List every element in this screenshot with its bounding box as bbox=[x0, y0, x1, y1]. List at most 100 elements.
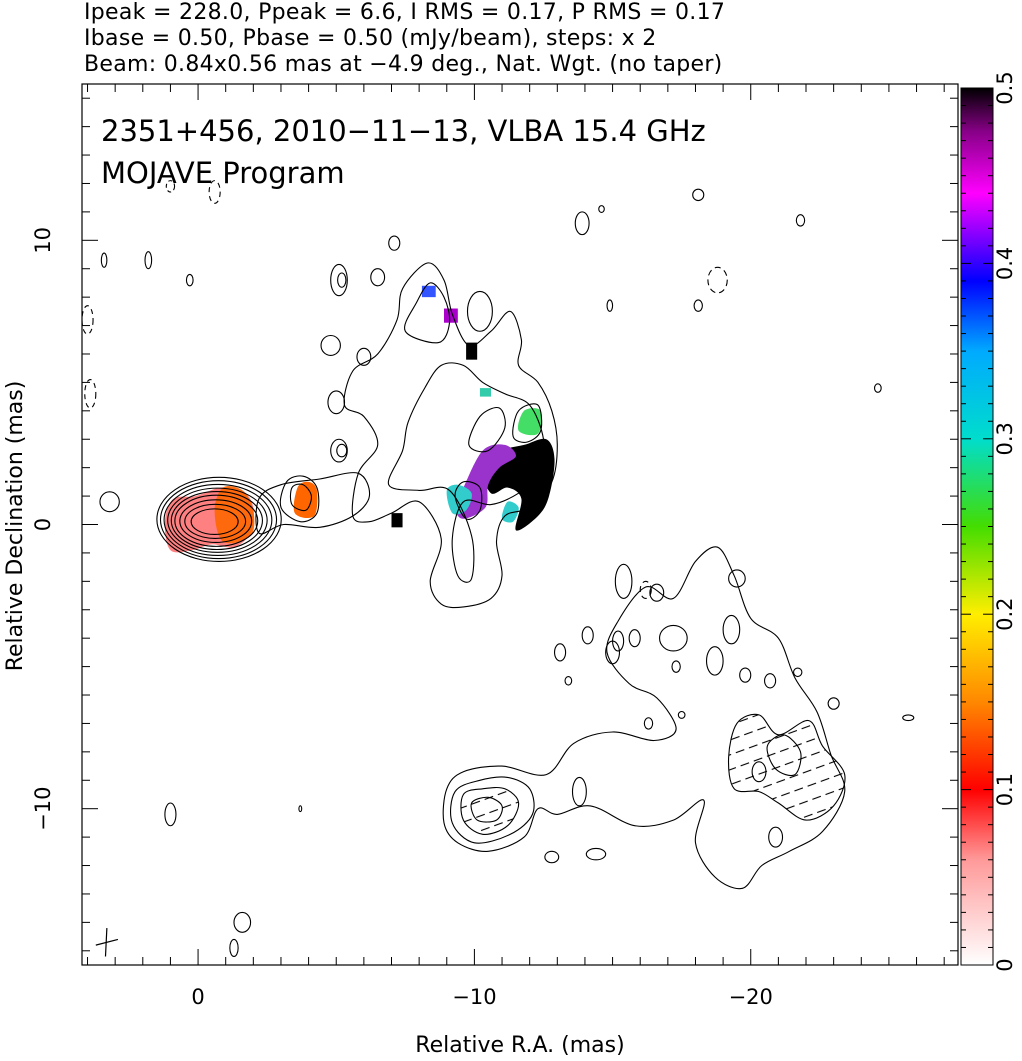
x-tick-label: −10 bbox=[452, 985, 496, 1009]
colorbar-label: 0.1 bbox=[993, 773, 1017, 806]
contour-blob bbox=[233, 911, 252, 933]
colorbar-label: 0.5 bbox=[993, 71, 1017, 104]
contour-blob bbox=[144, 251, 153, 270]
map-layer bbox=[82, 180, 915, 958]
header-line-1: Ipeak = 228.0, Ppeak = 6.6, I RMS = 0.17… bbox=[84, 0, 726, 25]
y-tick-label: 10 bbox=[31, 227, 55, 254]
contour-bridge bbox=[255, 472, 371, 535]
contour-blob bbox=[612, 630, 625, 652]
contour-blob bbox=[705, 646, 724, 676]
contour-blob bbox=[585, 847, 607, 861]
contour-knot-inner bbox=[289, 483, 312, 512]
contour-blob bbox=[82, 305, 94, 335]
contour-blob bbox=[693, 299, 703, 312]
contour-blob bbox=[722, 614, 741, 645]
contour-blob bbox=[330, 263, 348, 297]
annotation-program: MOJAVE Program bbox=[101, 156, 345, 190]
beam-marker bbox=[95, 938, 119, 946]
pol-patch bbox=[421, 285, 436, 298]
contour-blob bbox=[466, 290, 493, 332]
contour-core bbox=[156, 476, 282, 562]
contour-blob bbox=[751, 761, 767, 783]
contour-blob bbox=[692, 188, 705, 202]
y-tick-label: −10 bbox=[31, 787, 55, 831]
contour-blob bbox=[564, 675, 573, 686]
contour-jet-inner bbox=[403, 282, 451, 344]
contour-blob bbox=[553, 643, 567, 662]
contour-lower-inner bbox=[766, 734, 802, 777]
header-line-3: Beam: 0.84x0.56 mas at −4.9 deg., Nat. W… bbox=[84, 52, 723, 77]
contour-blob bbox=[84, 379, 97, 409]
contour-core bbox=[170, 490, 264, 551]
contour-blob bbox=[320, 334, 341, 356]
contour-blob bbox=[336, 443, 348, 458]
contour-core bbox=[159, 480, 278, 560]
contour-blob bbox=[229, 938, 239, 958]
header: Ipeak = 228.0, Ppeak = 6.6, I RMS = 0.17… bbox=[84, 0, 1014, 78]
pol-patch bbox=[479, 388, 491, 397]
contour-jet-inner bbox=[468, 407, 506, 453]
contour-blob bbox=[671, 660, 681, 673]
y-tick-label: 0 bbox=[31, 518, 55, 531]
contour-blob bbox=[356, 347, 372, 366]
axis-ticks bbox=[82, 84, 958, 965]
contour-blob bbox=[643, 717, 654, 730]
contour-blob bbox=[571, 776, 587, 807]
contour-lower-hatched bbox=[727, 713, 846, 821]
contour-blob bbox=[581, 626, 594, 645]
contour-jet-inner bbox=[454, 480, 483, 520]
y-axis-label: Relative Declination (mas) bbox=[3, 381, 28, 672]
pol-blob-cyan bbox=[501, 501, 519, 523]
axis-tick-labels: 0 −10 −20 10 0 −10 bbox=[31, 227, 773, 1009]
contour-blob bbox=[873, 383, 882, 393]
contour-blob bbox=[739, 667, 752, 683]
colorbar-label: 0.2 bbox=[993, 597, 1017, 630]
contour-blob bbox=[388, 235, 401, 251]
contour-core bbox=[163, 483, 273, 557]
contour-blob bbox=[100, 252, 108, 268]
contour-blob bbox=[606, 299, 614, 312]
pol-blob-low bbox=[446, 484, 472, 515]
pol-knot-a bbox=[293, 481, 318, 519]
beam-marker bbox=[104, 928, 108, 957]
pol-patch bbox=[466, 342, 478, 360]
contour-blob bbox=[649, 583, 665, 602]
contour-blob bbox=[764, 673, 777, 689]
pol-patch bbox=[391, 513, 403, 528]
contour-blob bbox=[639, 580, 652, 599]
contour-core bbox=[179, 499, 253, 543]
colorbar-label: 0 bbox=[993, 958, 1017, 971]
contour-blob bbox=[659, 624, 688, 652]
colorbar-label: 0.4 bbox=[993, 247, 1017, 280]
contour-blob bbox=[728, 569, 746, 588]
contour-blob bbox=[827, 697, 840, 710]
contour-blob bbox=[768, 826, 784, 848]
contour-blob bbox=[185, 273, 194, 287]
contour-blob bbox=[327, 390, 346, 415]
contour-lower-outer bbox=[442, 546, 846, 890]
contour-blob bbox=[677, 710, 686, 719]
contour-blob bbox=[164, 802, 177, 827]
contour-blob bbox=[707, 266, 728, 294]
contour-core bbox=[190, 508, 239, 535]
contour-blob bbox=[902, 714, 915, 722]
colorbar-label: 0.3 bbox=[993, 422, 1017, 455]
contour-blob bbox=[598, 205, 605, 214]
contour-core bbox=[184, 503, 247, 539]
contour-blob bbox=[370, 268, 386, 287]
contour-blob bbox=[793, 667, 803, 678]
contour-blob bbox=[99, 491, 120, 513]
contour-blob bbox=[795, 214, 806, 227]
x-tick-label: 0 bbox=[191, 985, 204, 1009]
contour-blob bbox=[337, 272, 347, 288]
contour-lower-core bbox=[450, 776, 535, 844]
x-axis-label: Relative R.A. (mas) bbox=[415, 1033, 624, 1058]
contour-blob bbox=[330, 438, 348, 463]
x-tick-label: −20 bbox=[729, 985, 773, 1009]
contour-blob bbox=[628, 629, 641, 648]
contour-jet-inner bbox=[512, 403, 543, 443]
contour-lower-core-inner bbox=[460, 786, 520, 835]
contour-blob bbox=[165, 180, 176, 193]
contour-jet-inner bbox=[387, 362, 546, 583]
contour-knot bbox=[279, 475, 320, 523]
